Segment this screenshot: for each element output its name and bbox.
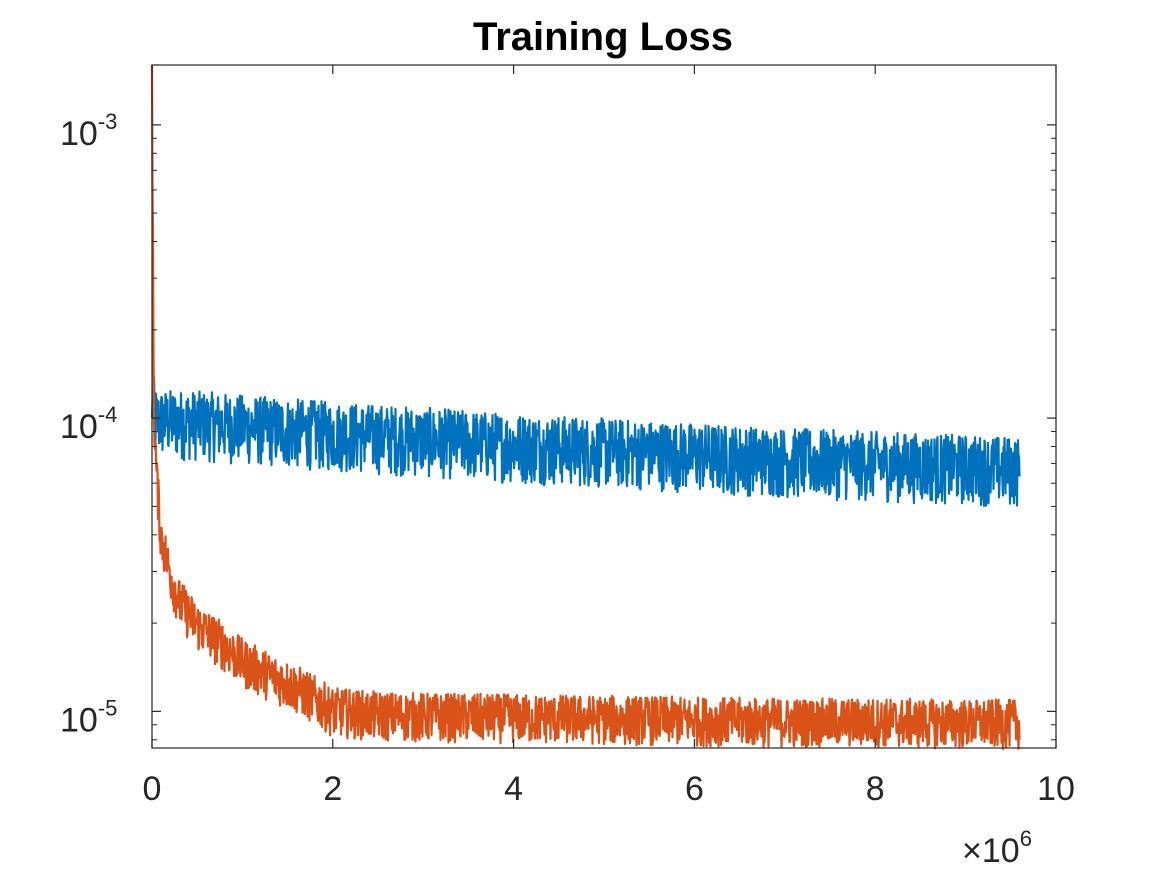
y-tick-label: 10-5 <box>60 695 117 739</box>
x-tick-label: 6 <box>685 770 704 808</box>
series-line <box>150 64 1021 750</box>
x-tick-label: 0 <box>143 770 162 808</box>
y-tick-label: 10-3 <box>60 109 117 153</box>
x-tick-label: 8 <box>866 770 885 808</box>
series-line <box>150 376 1021 507</box>
x-multiplier-base: ×10 <box>962 832 1020 870</box>
x-multiplier-exponent: 6 <box>1020 826 1032 851</box>
axes-layer: 0 2 4 6 8 10 10-5 10-4 10-3 <box>60 64 1075 808</box>
x-axis-multiplier: ×106 <box>962 826 1032 870</box>
chart-title: Training Loss <box>473 15 733 59</box>
x-tick-label: 2 <box>323 770 342 808</box>
series-layer <box>150 64 1021 750</box>
x-tick-label: 4 <box>504 770 523 808</box>
axes-box <box>151 64 1057 749</box>
x-tick-label: 10 <box>1037 770 1075 808</box>
svg-text:×106: ×106 <box>962 826 1032 870</box>
y-tick-label: 10-4 <box>60 402 117 446</box>
